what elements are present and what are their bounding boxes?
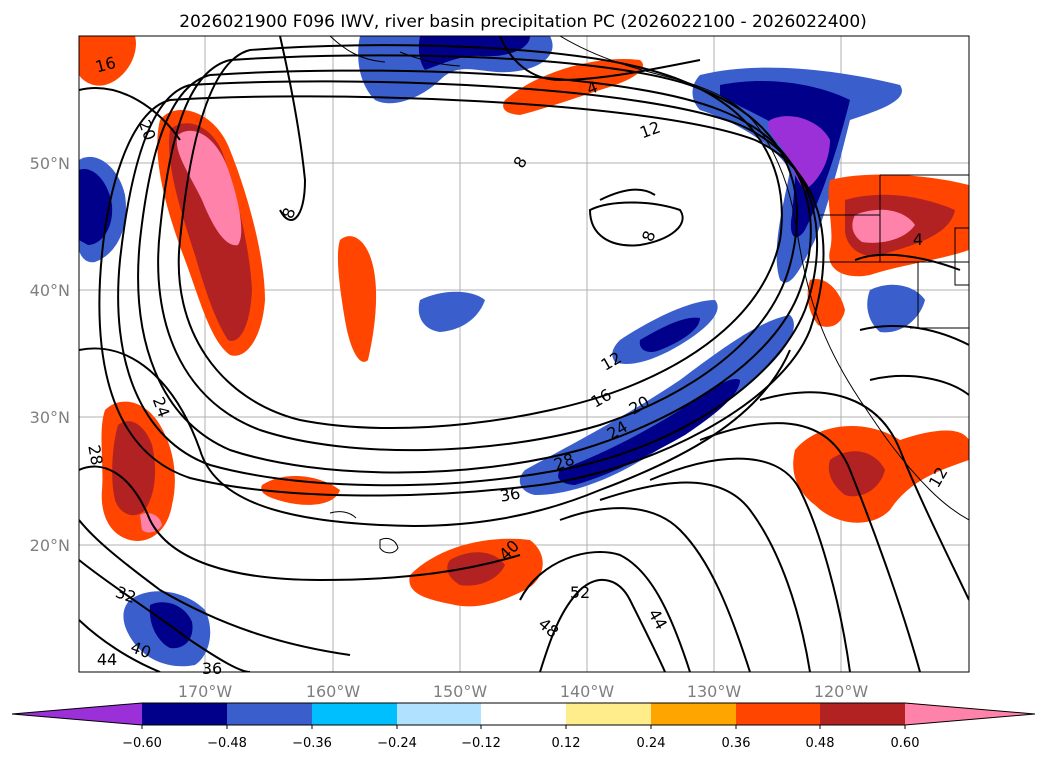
colorbar: −0.60 −0.48 −0.36 −0.24 −0.12 0.12 0.24 … (11, 702, 1036, 751)
anomaly-corner-nw (79, 36, 136, 86)
colorbar-tick-label: −0.48 (207, 736, 247, 751)
colorbar-tick-label: 0.60 (891, 736, 920, 751)
lon-label-150w: 150°W (433, 682, 488, 701)
colorbar-segment (481, 703, 566, 725)
lon-label-120w: 120°W (814, 682, 869, 701)
coastlines (329, 36, 969, 554)
lat-label-30n: 30°N (30, 408, 70, 427)
anomaly-plume-west-core (169, 123, 252, 341)
lon-label-130w: 130°W (687, 682, 742, 701)
colorbar-segment (651, 703, 736, 725)
colorbar-segment (820, 703, 905, 725)
anomaly-red-sw (112, 421, 156, 516)
anomaly-pink-ne-peak (852, 209, 915, 243)
anomaly-purple-pnw (768, 116, 830, 190)
lon-label-160w: 160°W (306, 682, 361, 701)
colorbar-segment (227, 703, 312, 725)
colorbar-ticks (141, 725, 906, 729)
contour-label: 52 (570, 583, 590, 602)
colorbar-segment (736, 703, 820, 725)
iwv-contours (79, 36, 969, 672)
anomaly-orange-central (337, 236, 377, 362)
lat-label-20n: 20°N (30, 536, 70, 555)
anomaly-navy-pnw (720, 80, 850, 238)
anomaly-navy-band-subtropical (558, 379, 740, 485)
colorbar-segment (312, 703, 397, 725)
colorbar-extend-left (12, 703, 142, 725)
colorbar-tick-label: 0.24 (637, 736, 666, 751)
colorbar-tick-label: −0.24 (377, 736, 417, 751)
anomaly-orange-alaska (503, 59, 644, 115)
contour-label: 36 (498, 483, 521, 505)
anomaly-red-baja (828, 451, 885, 497)
lat-label-40n: 40°N (30, 281, 70, 300)
anomaly-navy-west-edge (79, 169, 113, 245)
colorbar-tick-label: −0.12 (461, 736, 501, 751)
contour-label: 36 (202, 659, 222, 678)
colorbar-tick-label: −0.36 (292, 736, 332, 751)
anomaly-blue-band-subtropical (519, 315, 794, 495)
contour-label: 4 (913, 230, 923, 249)
lon-label-170w: 170°W (178, 682, 233, 701)
pc-filled-regions (79, 36, 969, 667)
longitude-labels: 170°W 160°W 150°W 140°W 130°W 120°W (178, 682, 869, 701)
latitude-labels: 50°N 40°N 30°N 20°N (30, 154, 70, 555)
contour-label: 44 (97, 650, 117, 669)
anomaly-blue-great-basin (867, 284, 925, 333)
colorbar-segment (142, 703, 227, 725)
colorbar-segment (566, 703, 651, 725)
contour-label: 28 (84, 443, 106, 466)
lon-label-140w: 140°W (560, 682, 615, 701)
anomaly-navy-north (418, 36, 530, 70)
map-content (79, 36, 969, 672)
figure-title: 2026021900 F096 IWV, river basin precipi… (179, 12, 867, 32)
colorbar-extend-right (905, 703, 1035, 725)
map-frame (78, 35, 970, 673)
anomaly-plume-west-peak (176, 130, 242, 246)
colorbar-tick-label: 0.48 (806, 736, 835, 751)
colorbar-tick-label: 0.36 (722, 736, 751, 751)
colorbar-tick-label: −0.60 (122, 736, 162, 751)
anomaly-navy-band-north (639, 317, 700, 352)
contour-label: 16 (93, 53, 118, 77)
lat-label-50n: 50°N (30, 154, 70, 173)
colorbar-tick-label: 0.12 (552, 736, 581, 751)
anomaly-blue-central (418, 291, 485, 332)
anomaly-red-south-central (447, 552, 505, 586)
colorbar-segment (397, 703, 481, 725)
